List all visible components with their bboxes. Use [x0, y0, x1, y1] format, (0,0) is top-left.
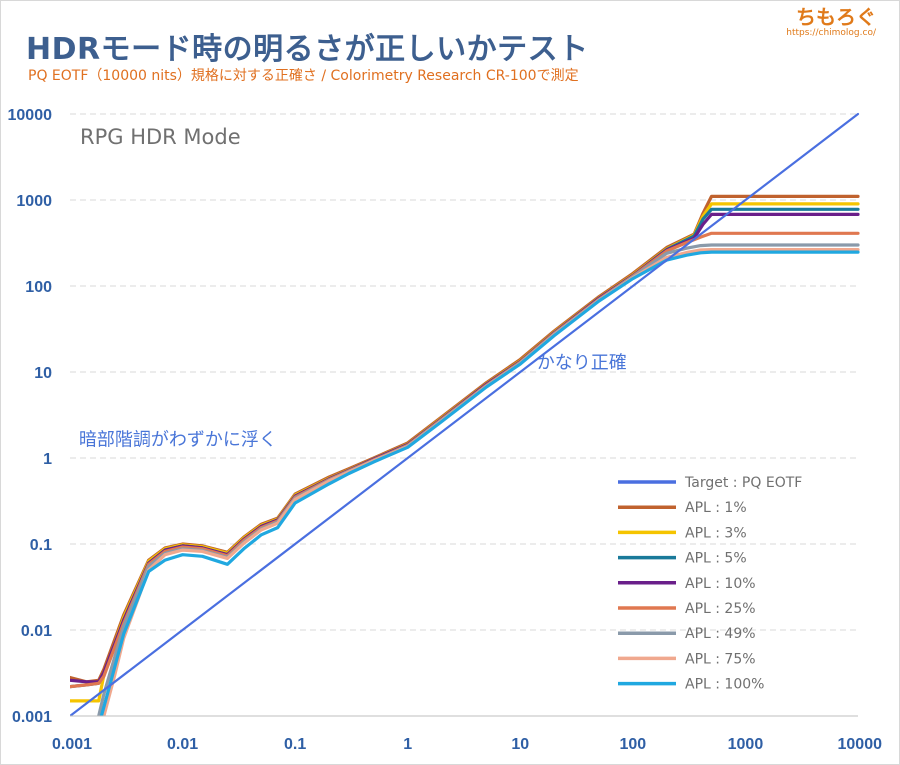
legend-entry: APL : 3%	[685, 525, 747, 541]
x-tick-label: 1	[403, 736, 412, 753]
legend-entry: APL : 100%	[685, 677, 764, 693]
annotation: 暗部階調がわずかに浮く	[79, 429, 277, 450]
x-tick-label: 0.01	[167, 736, 198, 753]
series-line	[70, 231, 860, 689]
brand-name: ちもろぐ	[796, 5, 876, 29]
x-tick-label: 100	[620, 736, 647, 753]
x-tick-label: 0.001	[52, 736, 92, 753]
legend-entry: APL : 5%	[685, 551, 747, 567]
y-tick-label: 0.001	[12, 709, 52, 726]
legend-entry: APL : 10%	[685, 576, 756, 592]
annotation: かなり正確	[537, 352, 627, 373]
legend-entry: APL : 1%	[685, 500, 747, 516]
mode-label: RPG HDR Mode	[80, 125, 241, 149]
legend-entry: Target : PQ EOTF	[684, 475, 802, 491]
legend-entry: APL : 49%	[685, 626, 756, 642]
y-tick-label: 0.1	[30, 537, 52, 554]
brand-url: https://chimolog.co/	[786, 28, 876, 38]
y-tick-label: 10000	[8, 107, 53, 124]
y-tick-label: 100	[25, 279, 52, 296]
x-tick-label: 0.1	[284, 736, 306, 753]
x-tick-label: 10	[511, 736, 529, 753]
series-line	[70, 112, 860, 716]
page-subtitle: PQ EOTF（10000 nits）規格に対する正確さ / Colorimet…	[28, 68, 579, 84]
legend-entry: APL : 75%	[685, 651, 756, 667]
x-tick-label: 10000	[838, 736, 883, 753]
brand-logo: ちもろぐ https://chimolog.co/	[786, 6, 876, 39]
page-title: HDRモード時の明るさが正しいかテスト	[26, 32, 589, 67]
legend-entry: APL : 25%	[685, 601, 756, 617]
y-tick-label: 1	[43, 451, 52, 468]
y-tick-label: 0.01	[21, 623, 52, 640]
series-line	[99, 250, 860, 716]
x-tick-label: 1000	[728, 736, 764, 753]
y-tick-label: 1000	[16, 193, 52, 210]
y-tick-label: 10	[34, 365, 52, 382]
